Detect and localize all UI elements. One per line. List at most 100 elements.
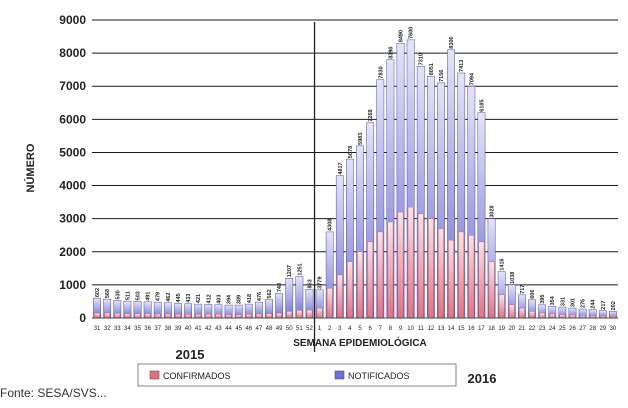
x-tick-40: 40	[185, 326, 192, 332]
data-label-28: 244	[591, 299, 597, 309]
data-label-12: 8051	[429, 63, 435, 75]
x-tick-7: 7	[379, 326, 383, 332]
data-label-18: 3028	[490, 205, 496, 217]
data-label-46: 418	[247, 294, 253, 303]
bar-confirmados-52	[306, 309, 313, 319]
x-tick-46: 46	[245, 326, 252, 332]
bar-confirmados-14	[448, 239, 454, 319]
x-tick-26: 26	[569, 326, 576, 332]
data-label-36: 491	[146, 292, 152, 301]
data-label-41: 421	[196, 294, 202, 303]
data-label-20: 1038	[510, 272, 516, 284]
data-label-14: 8306	[449, 37, 455, 49]
bar-confirmados-13	[438, 228, 444, 319]
y-tick-2000: 2000	[59, 245, 86, 259]
bar-confirmados-2	[326, 288, 333, 319]
x-tick-38: 38	[165, 326, 172, 332]
data-label-32: 568	[105, 289, 111, 298]
data-label-38: 462	[166, 293, 172, 302]
data-label-47: 476	[257, 292, 263, 301]
bar-confirmados-1	[316, 307, 323, 319]
x-tick-32: 32	[104, 326, 111, 332]
bar-confirmados-48	[266, 313, 272, 319]
x-tick-labels: 31 32 33 34 35 36 37 38 39 40 41 42 43 44 45 46 47 48 49 50…	[94, 326, 617, 332]
x-tick-15: 15	[458, 326, 465, 332]
x-tick-6: 6	[369, 326, 373, 332]
x-tick-42: 42	[205, 326, 212, 332]
data-label-17: 6185	[479, 99, 485, 111]
bar-confirmados-5	[357, 251, 363, 319]
bar-confirmados-24	[549, 313, 556, 319]
y-tick-7000: 7000	[59, 79, 86, 93]
x-tick-11: 11	[418, 326, 425, 332]
y-tick-5000: 5000	[59, 145, 86, 159]
data-label-26: 301	[570, 298, 576, 307]
data-label-37: 479	[156, 292, 162, 301]
data-label-44: 394	[227, 294, 233, 304]
data-label-34: 511	[125, 291, 131, 300]
bar-confirmados-23	[539, 312, 545, 319]
bar-confirmados-15	[458, 231, 465, 319]
data-label-31: 602	[95, 288, 101, 297]
bar-confirmados-18	[488, 261, 495, 319]
x-tick-37: 37	[154, 326, 161, 332]
x-tick-12: 12	[428, 326, 435, 332]
year-label-2015: 2015	[176, 347, 205, 362]
x-tick-31: 31	[94, 326, 101, 332]
bar-confirmados-12	[428, 218, 434, 319]
data-label-4: 5678	[348, 146, 354, 158]
bar-confirmados-10	[407, 206, 414, 319]
y-tick-9000: 9000	[59, 13, 86, 27]
x-tick-41: 41	[195, 326, 202, 332]
legend-label-notificados: NOTIFICADOS	[348, 371, 410, 381]
data-label-27: 276	[581, 299, 587, 308]
x-tick-22: 22	[529, 326, 536, 332]
data-label-2: 4308	[328, 219, 334, 231]
bar-confirmados-47	[256, 313, 262, 319]
bar-confirmados-16	[468, 235, 475, 319]
x-tick-45: 45	[235, 326, 242, 332]
data-label-10: 7600	[409, 27, 415, 39]
x-tick-28: 28	[589, 326, 596, 332]
x-tick-2: 2	[328, 326, 332, 332]
x-tick-9: 9	[399, 326, 403, 332]
data-label-35: 503	[136, 291, 142, 300]
data-label-9: 8490	[399, 30, 405, 42]
x-tick-18: 18	[488, 326, 495, 332]
y-axis-label: NÚMERO	[24, 143, 37, 192]
year-label-2016: 2016	[468, 371, 497, 386]
x-tick-51: 51	[296, 326, 303, 332]
x-tick-44: 44	[225, 326, 232, 332]
data-label-22: 606	[530, 290, 536, 299]
bar-confirmados-39	[175, 314, 181, 319]
bars-layer	[93, 39, 617, 319]
data-label-52: 863	[307, 279, 313, 288]
x-tick-36: 36	[144, 326, 151, 332]
data-label-21: 717	[520, 285, 526, 294]
bar-confirmados-41	[195, 314, 202, 319]
x-tick-27: 27	[579, 326, 586, 332]
x-tick-4: 4	[348, 326, 352, 332]
bar-confirmados-8	[387, 221, 394, 319]
bar-confirmados-33	[114, 313, 121, 319]
bar-confirmados-51	[296, 310, 303, 319]
x-tick-29: 29	[599, 326, 606, 332]
x-tick-19: 19	[498, 326, 505, 332]
bar-confirmados-35	[134, 313, 141, 319]
x-tick-43: 43	[215, 326, 222, 332]
bar-confirmados-22	[529, 311, 535, 319]
bar-confirmados-46	[245, 314, 252, 319]
x-tick-13: 13	[438, 326, 445, 332]
data-label-49: 748	[277, 283, 283, 292]
data-label-40: 433	[186, 294, 192, 303]
data-label-42: 412	[206, 294, 212, 303]
legend-label-confirmados: CONFIRMADOS	[163, 371, 231, 381]
bar-confirmados-20	[508, 304, 515, 319]
x-tick-30: 30	[610, 326, 617, 332]
data-label-29: 217	[601, 301, 607, 310]
data-label-7: 7830	[378, 66, 384, 78]
x-tick-23: 23	[539, 326, 546, 332]
data-label-50: 1207	[287, 265, 293, 277]
